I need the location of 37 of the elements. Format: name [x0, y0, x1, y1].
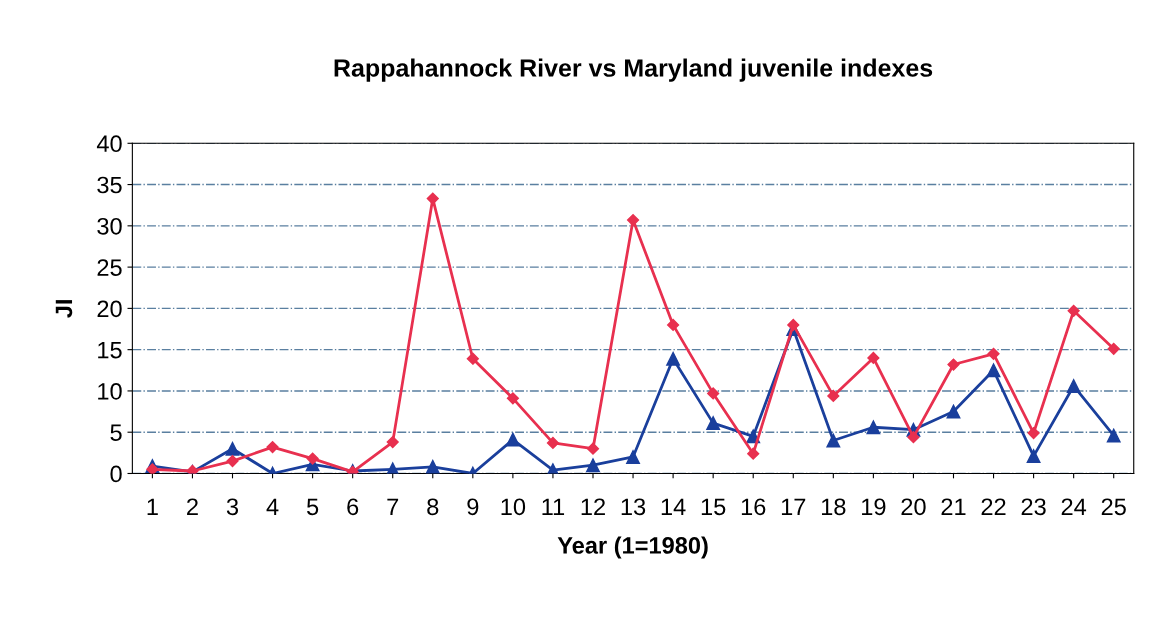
x-tick-label: 19: [862, 498, 886, 516]
x-tick-label: 5: [306, 498, 319, 516]
y-tick-label: 5: [110, 424, 122, 441]
y-tick-label: 40: [96, 135, 122, 153]
x-axis-title: Year (1=1980): [557, 536, 708, 559]
x-tick-label: 15: [701, 498, 726, 516]
x-tick-label: 3: [226, 498, 239, 516]
y-tick-label: 0: [110, 465, 122, 483]
x-tick-label: 21: [941, 498, 966, 515]
x-tick-label: 11: [542, 498, 565, 515]
y-tick-label: 30: [97, 217, 122, 235]
x-tick-label: 17: [781, 498, 806, 515]
x-tick-label: 12: [581, 498, 605, 515]
y-tick-label: 10: [98, 383, 122, 400]
x-tick-label: 22: [981, 498, 1006, 515]
x-tick-label: 4: [266, 498, 279, 515]
x-tick-label: 24: [1061, 498, 1087, 515]
x-tick-label: 2: [187, 498, 198, 515]
x-tick-label: 18: [821, 498, 846, 516]
x-tick-label: 13: [621, 498, 646, 516]
y-tick-label: 20: [97, 300, 122, 318]
x-tick-label: 23: [1021, 498, 1046, 516]
y-tick-label: 25: [97, 259, 122, 276]
chart-title: Rappahannock River vs Maryland juvenile indexes: [334, 58, 933, 82]
x-tick-label: 7: [387, 498, 399, 515]
y-axis-title: JI: [55, 300, 73, 318]
y-tick-label: 15: [98, 341, 122, 359]
x-tick-label: 10: [501, 498, 526, 516]
x-tick-label: 20: [901, 498, 926, 516]
x-tick-label: 14: [661, 498, 686, 515]
x-tick-label: 1: [147, 498, 158, 515]
x-tick-label: 16: [741, 498, 766, 516]
x-tick-label: 8: [427, 498, 439, 516]
y-tick-label: 35: [97, 176, 122, 194]
x-tick-label: 25: [1101, 498, 1126, 516]
x-tick-label: 6: [347, 498, 359, 516]
x-tick-label: 9: [467, 498, 479, 516]
